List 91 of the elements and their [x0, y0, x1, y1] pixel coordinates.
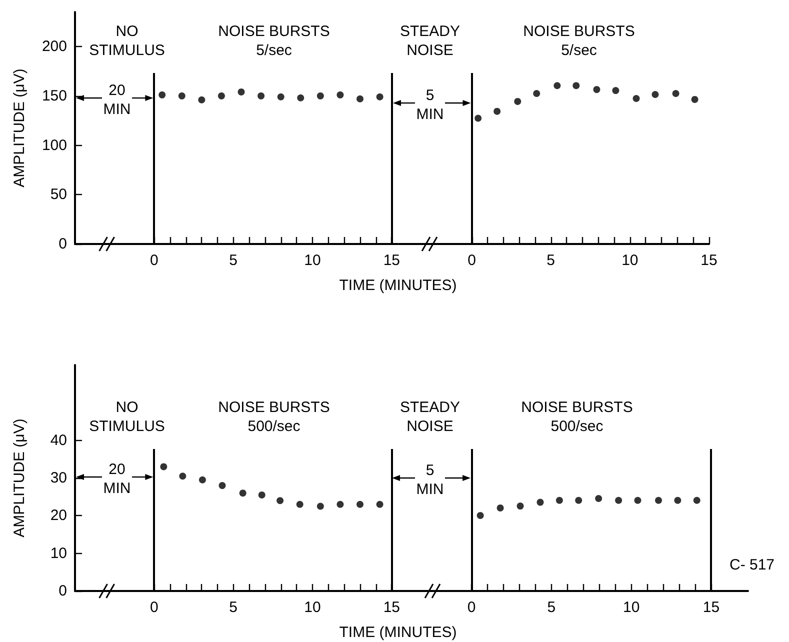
- point: [516, 502, 524, 510]
- annotation: C- 517: [729, 556, 775, 574]
- point: [356, 95, 364, 102]
- x-axis-title: TIME (MINUTES): [339, 277, 457, 294]
- y-tick-label: 150: [42, 87, 67, 104]
- x-tick-label: 5: [229, 252, 238, 269]
- x-tick-label: 0: [467, 599, 476, 616]
- point: [356, 500, 364, 508]
- text: NOISE BURSTS 500/sec: [521, 399, 633, 435]
- point: [615, 496, 622, 504]
- point: [536, 498, 544, 506]
- point: [158, 91, 166, 98]
- point: [336, 91, 344, 98]
- point: [376, 500, 384, 508]
- x-tick-label: 15: [383, 252, 400, 269]
- point: [575, 496, 582, 504]
- point: [474, 114, 482, 122]
- annotation: NO STIMULUS: [89, 399, 165, 435]
- point: [634, 496, 642, 504]
- point: [554, 82, 561, 90]
- point: [572, 82, 580, 90]
- x-axis-title: TIME (MINUTES): [339, 624, 457, 641]
- point: [514, 98, 522, 105]
- point: [693, 496, 700, 504]
- point: [277, 93, 284, 100]
- y-tick-label: 30: [50, 470, 67, 486]
- y-axis-title: AMPLITUDE (μV): [11, 68, 28, 188]
- point: [179, 472, 186, 480]
- point: [218, 482, 226, 490]
- point: [276, 497, 284, 504]
- point: [632, 94, 640, 102]
- y-tick-label: 20: [50, 507, 67, 524]
- point: [672, 90, 680, 98]
- point: [198, 96, 206, 104]
- x-tick-label: 5: [229, 599, 238, 616]
- point: [239, 490, 246, 497]
- point: [316, 502, 324, 510]
- point: [297, 94, 304, 102]
- annotation: 20 MIN: [103, 461, 131, 497]
- x-tick-label: 10: [304, 599, 321, 616]
- point: [160, 463, 168, 470]
- x-tick-label: 0: [468, 252, 476, 269]
- point: [258, 92, 265, 100]
- x-tick-label: 10: [304, 252, 321, 269]
- point: [593, 86, 600, 94]
- text: STEADY NOISE: [400, 399, 460, 435]
- x-tick-label: 5: [546, 252, 556, 269]
- point: [238, 88, 245, 96]
- annotation: NOISE BURSTS 5/sec: [523, 23, 635, 59]
- point: [336, 500, 344, 508]
- point: [476, 512, 484, 519]
- annotation: NOISE BURSTS 500/sec: [218, 399, 330, 435]
- x-tick-label: 5: [547, 599, 556, 616]
- x-tick-label: 10: [622, 252, 638, 269]
- x-tick-label: 15: [383, 599, 400, 616]
- point: [316, 92, 324, 100]
- y-tick-label: 40: [50, 432, 67, 449]
- annotation: 5 MIN: [416, 87, 444, 123]
- annotation: NO STIMULUS: [89, 23, 165, 59]
- y-tick-label: 50: [50, 186, 67, 204]
- point: [533, 90, 540, 98]
- point: [218, 92, 225, 100]
- y-tick-label: 10: [50, 544, 67, 562]
- point: [496, 504, 504, 512]
- y-tick-label: 0: [58, 236, 67, 252]
- point: [655, 496, 662, 504]
- y-tick-label: 200: [42, 38, 67, 56]
- annotation: 5 MIN: [416, 462, 444, 498]
- x-tick-label: 10: [622, 599, 640, 616]
- point: [674, 496, 682, 504]
- point: [198, 476, 206, 484]
- point: [691, 96, 698, 103]
- annotation: STEADY NOISE: [400, 23, 460, 59]
- point: [612, 87, 620, 94]
- point: [178, 92, 186, 100]
- point: [258, 491, 266, 498]
- annotation: NOISE BURSTS 5/sec: [218, 23, 330, 59]
- annotation: 20 MIN: [103, 82, 131, 118]
- x-tick-label: 0: [150, 599, 158, 616]
- point: [296, 500, 304, 508]
- point: [652, 91, 659, 98]
- point: [556, 496, 563, 504]
- point: [595, 495, 602, 502]
- y-axis-title: AMPLITUDE (μV): [11, 418, 28, 538]
- point: [376, 93, 384, 100]
- y-tick-label: 100: [42, 136, 67, 154]
- x-tick-label: 0: [150, 252, 158, 269]
- y-tick-label: 0: [58, 582, 67, 600]
- point: [494, 108, 501, 115]
- x-tick-label: 15: [702, 599, 720, 616]
- x-tick-label: 15: [700, 252, 718, 269]
